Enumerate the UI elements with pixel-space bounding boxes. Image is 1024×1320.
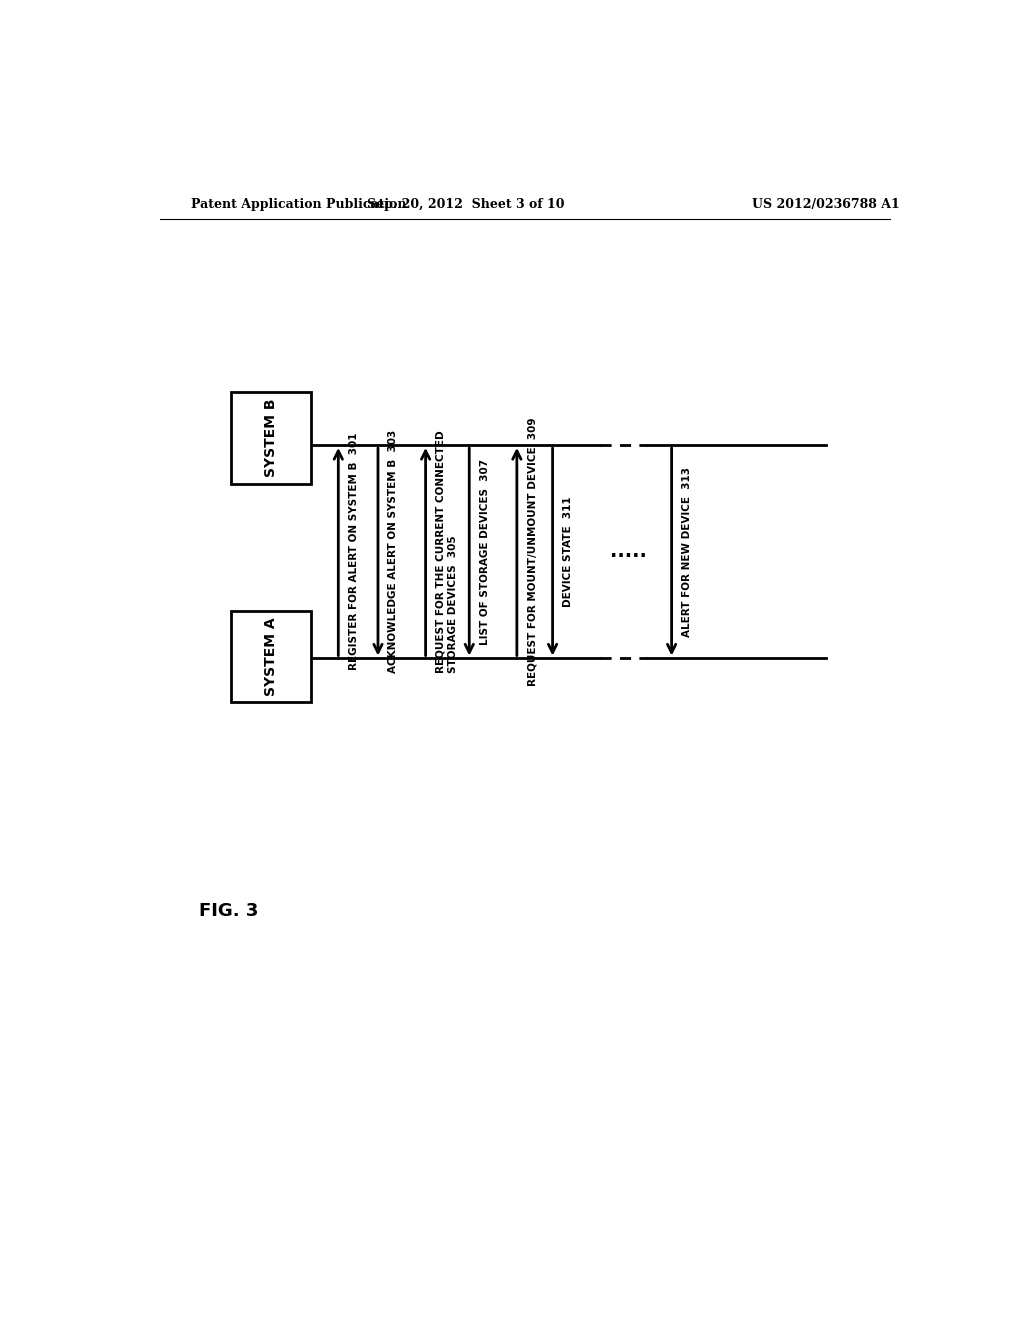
Text: ACKNOWLEDGE ALERT ON SYSTEM B  303: ACKNOWLEDGE ALERT ON SYSTEM B 303 xyxy=(388,430,398,673)
Text: REQUEST FOR THE CURRENT CONNECTED
STORAGE DEVICES  305: REQUEST FOR THE CURRENT CONNECTED STORAG… xyxy=(436,430,458,673)
Bar xyxy=(231,611,310,702)
Text: DEVICE STATE  311: DEVICE STATE 311 xyxy=(563,496,572,607)
Text: LIST OF STORAGE DEVICES  307: LIST OF STORAGE DEVICES 307 xyxy=(479,458,489,644)
Text: US 2012/0236788 A1: US 2012/0236788 A1 xyxy=(753,198,900,211)
Text: Patent Application Publication: Patent Application Publication xyxy=(191,198,407,211)
Text: SYSTEM B: SYSTEM B xyxy=(264,399,278,477)
Bar xyxy=(231,392,310,483)
Text: Sep. 20, 2012  Sheet 3 of 10: Sep. 20, 2012 Sheet 3 of 10 xyxy=(367,198,564,211)
Text: REQUEST FOR MOUNT/UNMOUNT DEVICE  309: REQUEST FOR MOUNT/UNMOUNT DEVICE 309 xyxy=(527,417,538,686)
Text: .....: ..... xyxy=(609,543,646,561)
Text: REGISTER FOR ALERT ON SYSTEM B  301: REGISTER FOR ALERT ON SYSTEM B 301 xyxy=(348,433,358,671)
Text: SYSTEM A: SYSTEM A xyxy=(264,618,278,696)
Text: FIG. 3: FIG. 3 xyxy=(200,902,259,920)
Text: ALERT FOR NEW DEVICE  313: ALERT FOR NEW DEVICE 313 xyxy=(682,467,692,636)
